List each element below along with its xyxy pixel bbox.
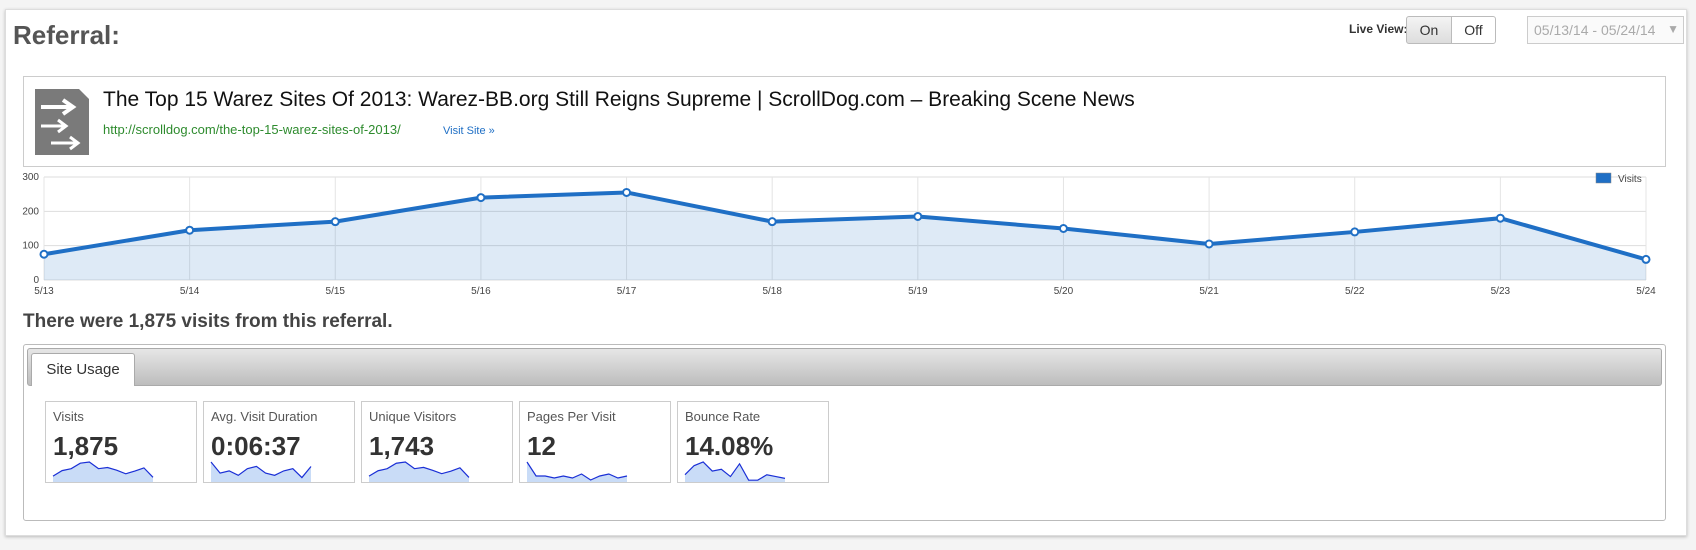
y-tick-label: 300 <box>22 172 39 183</box>
point <box>39 249 49 259</box>
sparkline-area <box>527 462 627 482</box>
point <box>185 225 195 235</box>
metric-value: 1,743 <box>369 431 435 461</box>
x-tick-label: 5/17 <box>617 286 637 297</box>
referrer-title: The Top 15 Warez Sites Of 2013: Warez-BB… <box>103 88 1135 111</box>
live-view-label: Live View: <box>1349 22 1408 36</box>
referrer-box: The Top 15 Warez Sites Of 2013: Warez-BB… <box>23 76 1666 167</box>
point <box>476 193 486 203</box>
referrer-icon <box>35 89 89 155</box>
summary-text: There were 1,875 visits from this referr… <box>23 311 393 332</box>
area <box>44 192 1646 280</box>
metric-label: Pages Per Visit <box>527 409 616 424</box>
x-tick-label: 5/21 <box>1199 286 1219 297</box>
point <box>1495 213 1505 223</box>
sparkline-area <box>211 462 311 482</box>
point <box>767 217 777 227</box>
metric-value: 0:06:37 <box>211 431 301 461</box>
metric-box: Visits 1,875 <box>45 401 197 483</box>
metric-box: Pages Per Visit 12 <box>519 401 671 483</box>
legend-swatch <box>1595 172 1612 184</box>
sparkline-area <box>53 462 153 482</box>
x-tick-label: 5/20 <box>1054 286 1074 297</box>
x-tick-label: 5/19 <box>908 286 928 297</box>
x-tick-label: 5/23 <box>1491 286 1511 297</box>
referrer-url[interactable]: http://scrolldog.com/the-top-15-warez-si… <box>103 122 401 137</box>
x-tick-label: 5/22 <box>1345 286 1365 297</box>
x-tick-label: 5/15 <box>326 286 346 297</box>
sparkline-area <box>369 462 469 482</box>
sparkline-line <box>526 461 628 481</box>
sparkline-line <box>684 461 786 481</box>
x-tick-label: 5/14 <box>180 286 200 297</box>
metric-box: Avg. Visit Duration 0:06:37 <box>203 401 355 483</box>
y-tick-label: 200 <box>22 206 39 217</box>
sparkline-line <box>210 461 312 479</box>
point <box>1350 227 1360 237</box>
live-off-button[interactable]: Off <box>1451 16 1496 44</box>
metric-label: Unique Visitors <box>369 409 457 424</box>
point <box>1641 254 1651 264</box>
line-chart: 0 100 200 300 5/13 5/14 5/15 5/16 5/17 5/18 5/19 5/… <box>22 172 1656 297</box>
point <box>1058 224 1068 233</box>
line <box>43 190 1647 262</box>
y-tick-label: 100 <box>22 241 39 252</box>
x-tick-label: 5/16 <box>471 286 491 297</box>
metric-box: Unique Visitors 1,743 <box>361 401 513 483</box>
visit-site-link[interactable]: Visit Site » <box>443 125 495 137</box>
x-tick-label: 5/18 <box>762 286 782 297</box>
sparkline <box>210 461 312 482</box>
date-range: 05/13/14 - 05/24/14 <box>1534 22 1656 38</box>
point <box>1204 239 1214 249</box>
metric-label: Bounce Rate <box>685 409 761 424</box>
metric-box: Bounce Rate 14.08% <box>677 401 829 483</box>
metric-value: 1,875 <box>53 431 119 461</box>
date-dropdown[interactable]: 05/13/14 - 05/24/14 ▼ <box>1527 16 1684 44</box>
metric-label: Avg. Visit Duration <box>211 409 318 424</box>
metric-value: 14.08% <box>685 431 774 461</box>
metric-label: Visits <box>53 409 84 424</box>
sparkline <box>52 461 154 482</box>
sparkline-area <box>685 462 785 482</box>
point <box>913 211 923 221</box>
sparkline-line <box>368 461 470 478</box>
sparkline <box>368 461 470 482</box>
dropdown-arrow: ▼ <box>1667 22 1679 36</box>
page-title: Referral: <box>13 20 120 50</box>
point <box>330 217 340 227</box>
point <box>622 187 632 197</box>
sparkline <box>684 461 786 482</box>
sparkline-line <box>52 461 154 478</box>
metric-value: 12 <box>527 431 556 461</box>
sparkline <box>526 461 628 482</box>
tab-bar <box>27 348 1662 386</box>
tab[interactable]: Site Usage <box>31 353 135 386</box>
legend-label: Visits <box>1618 174 1642 185</box>
y-tick-label: 0 <box>33 275 39 286</box>
x-tick-label: 5/24 <box>1636 286 1656 297</box>
x-tick-label: 5/13 <box>34 286 54 297</box>
